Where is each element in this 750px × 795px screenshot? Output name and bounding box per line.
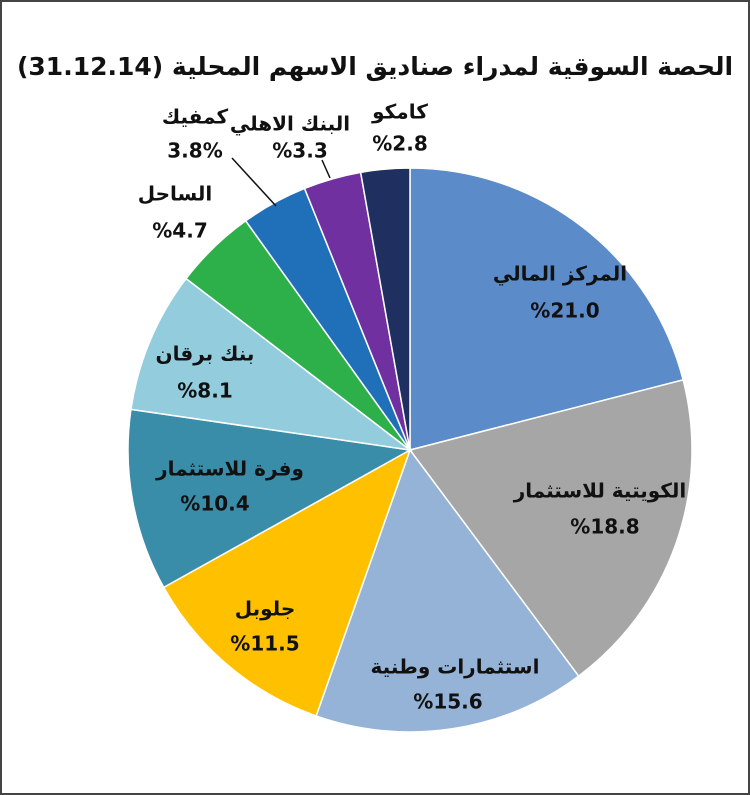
pie-slice: [130, 277, 413, 452]
pie: [127, 167, 693, 733]
pie-slice: [162, 448, 412, 717]
slice-label: كمفيك: [162, 105, 229, 129]
pie-slice: [408, 378, 693, 678]
slice-label: الكويتية للاستثمار: [513, 479, 687, 503]
chart-title: الحصة السوقية لمدراء صناديق الاسهم المحل…: [17, 52, 733, 82]
leader-line: [231, 157, 277, 207]
slice-label: جلوبل: [235, 597, 295, 621]
pie-slice: [409, 167, 685, 451]
value-label: %18.8: [570, 515, 639, 539]
slice-label: استثمارات وطنية: [371, 655, 540, 679]
value-label: %4.7: [152, 219, 207, 243]
value-label: %2.8: [372, 132, 427, 156]
value-label: %3.3: [272, 139, 327, 163]
slice-label: البنك الاهلي: [230, 112, 350, 137]
value-label: %21.0: [530, 299, 599, 323]
slice-label: بنك برقان: [156, 342, 255, 366]
value-label: %10.4: [180, 492, 249, 516]
leader-line: [321, 159, 331, 179]
value-label: 3.8%: [167, 139, 222, 163]
pie-slice: [315, 448, 580, 733]
value-label: %11.5: [230, 632, 299, 656]
value-label: %15.6: [413, 690, 482, 714]
slice-label: المركز المالي: [493, 262, 627, 287]
slice-label: وفرة للاستثمار: [155, 457, 304, 481]
slice-label: كامكو: [371, 100, 428, 124]
pie-slice: [359, 167, 411, 451]
slice-label: الساحل: [138, 182, 213, 206]
value-label: %8.1: [177, 379, 232, 403]
pie-slice: [127, 408, 413, 589]
